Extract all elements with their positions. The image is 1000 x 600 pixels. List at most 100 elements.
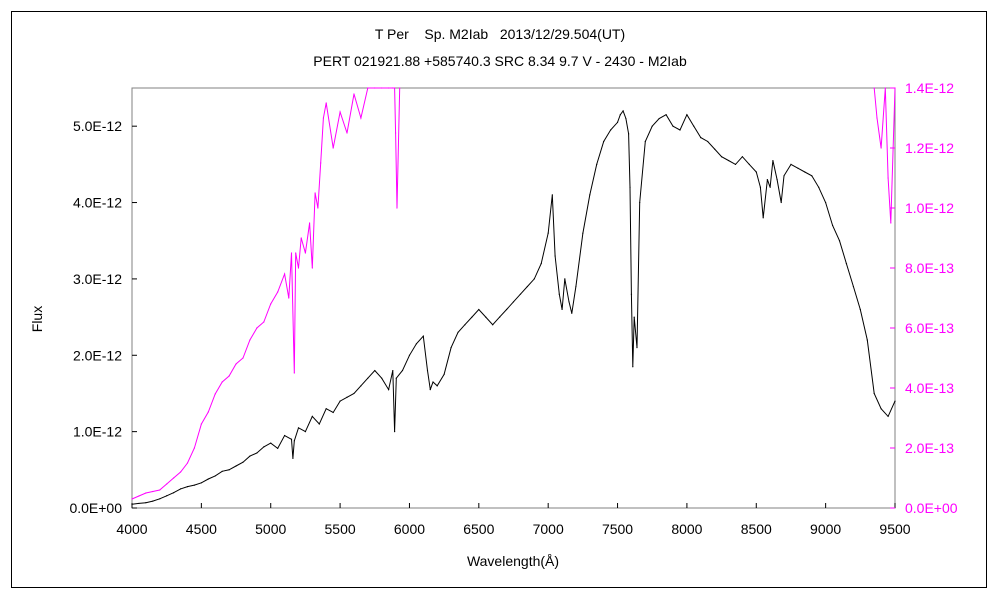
series-1-point	[186, 462, 189, 464]
series-0-point	[558, 293, 560, 295]
series-1-point	[166, 483, 168, 485]
series-0-point	[235, 465, 237, 467]
series-0-point	[589, 194, 591, 196]
series-1	[131, 87, 896, 500]
series-0-point	[478, 308, 480, 311]
series-0-point	[804, 171, 806, 173]
series-0-point	[311, 415, 313, 417]
series-0-point	[249, 455, 251, 457]
series-1-point	[873, 87, 875, 89]
x-tick-label-9000: 9000	[810, 521, 841, 537]
series-0-point	[571, 312, 573, 314]
series-0-point	[432, 381, 434, 383]
series-1-point	[263, 321, 265, 323]
series-1-point	[367, 87, 369, 89]
series-0-point	[332, 411, 334, 414]
series-1-point	[179, 471, 182, 473]
series-0-point	[540, 263, 542, 265]
series-1-point	[152, 490, 154, 493]
series-0-point	[367, 377, 369, 379]
series-0-point	[714, 148, 716, 150]
series-1-point	[221, 381, 223, 383]
series-1-point	[394, 132, 397, 134]
series-0-point	[825, 201, 827, 204]
chart-subtitle: PERT 021921.88 +585740.3 SRC 8.34 9.7 V …	[313, 53, 687, 69]
y-tick-label-1: 1.0E-12	[73, 424, 122, 440]
series-1-point	[322, 117, 325, 119]
series-0-point	[628, 133, 630, 135]
series-0-point	[422, 335, 424, 337]
series-0-point	[512, 301, 515, 303]
x-tick-label-8000: 8000	[671, 521, 702, 537]
series-0-point	[471, 316, 473, 318]
x-tick-label-6500: 6500	[463, 521, 494, 537]
series-0-point	[797, 167, 799, 169]
series-0-point	[651, 125, 653, 127]
series-0-point	[866, 339, 868, 341]
series-1-point	[381, 87, 383, 89]
series-0-point	[780, 201, 782, 204]
series-1-point	[884, 87, 886, 89]
series-0-point	[619, 114, 621, 116]
series-0-point	[353, 392, 355, 395]
series-0-point	[838, 240, 841, 242]
series-0-point	[616, 121, 619, 123]
series-0-point	[179, 488, 182, 490]
series-0-point	[533, 278, 535, 280]
series-0-point	[193, 484, 196, 486]
series-0-point	[845, 263, 848, 265]
series-0-point	[450, 347, 452, 349]
series-0-point	[811, 175, 813, 177]
x-tick-label-7500: 7500	[602, 521, 633, 537]
series-0-point	[766, 179, 768, 181]
series-0-point	[388, 389, 390, 391]
series-1-point	[228, 375, 230, 377]
series-0-point	[505, 308, 508, 311]
series-1-point	[339, 111, 341, 113]
series-1-point	[284, 273, 286, 275]
series-0-point	[131, 503, 133, 505]
x-axis-label: Wavelength(Å)	[467, 553, 559, 569]
series-0-point	[443, 373, 445, 375]
series-0-point	[582, 232, 584, 234]
series-0-point	[325, 408, 327, 410]
y2-axis-ticks: 0.0E+00 2.0E-13 4.0E-13 6.0E-13 8.0E-13 1.0E-…	[890, 80, 958, 516]
series-0-point	[415, 343, 417, 345]
y2-tick-label-3: 6.0E-13	[905, 320, 954, 336]
y2-tick-label-4: 8.0E-13	[905, 260, 954, 276]
series-0-point	[561, 308, 563, 311]
series-0-point	[277, 447, 279, 450]
series-layer	[131, 87, 896, 505]
y2-tick-label-7: 1.4E-12	[905, 80, 954, 96]
series-0-point	[772, 159, 774, 162]
series-0-point	[575, 285, 577, 288]
series-0-point	[464, 324, 466, 326]
series-0-point	[492, 324, 494, 326]
series-1-line	[131, 87, 401, 500]
series-0-point	[499, 316, 501, 318]
x-tick-label-4000: 4000	[116, 521, 147, 537]
series-1-point	[145, 492, 147, 494]
series-1-point	[360, 117, 362, 119]
series-1-point	[320, 162, 322, 164]
series-1-point	[256, 327, 258, 329]
series-0-point	[318, 423, 320, 425]
series-0-point	[526, 285, 528, 288]
series-1-point	[317, 207, 319, 209]
series-0-point	[610, 129, 612, 131]
series-0-point	[138, 502, 140, 505]
series-0-point	[551, 194, 553, 196]
series-0-point	[429, 389, 431, 391]
series-0-point	[629, 186, 631, 188]
series-1-point	[332, 147, 334, 149]
series-0-point	[221, 470, 223, 472]
x-tick-label-6000: 6000	[394, 521, 425, 537]
y2-tick-label-1: 2.0E-13	[905, 440, 954, 456]
series-0-point	[639, 201, 641, 204]
series-0-point	[228, 469, 230, 471]
series-0-point	[880, 408, 882, 410]
series-0-point	[873, 392, 875, 395]
series-0-point	[693, 125, 695, 127]
series-0-point	[360, 385, 362, 387]
